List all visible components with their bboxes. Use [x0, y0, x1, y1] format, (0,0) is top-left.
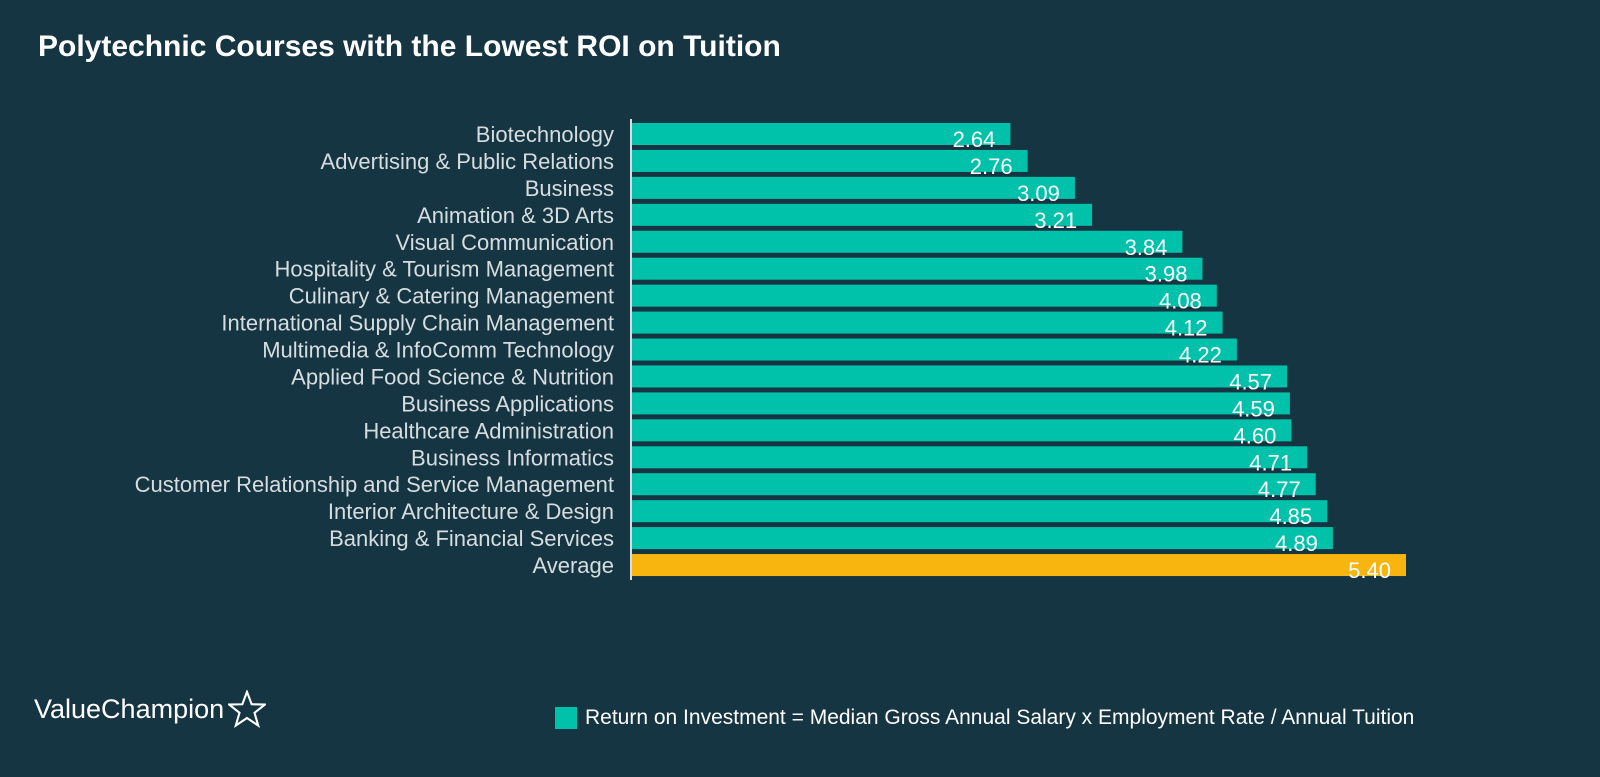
brand-logo-text: ValueChampion [34, 693, 225, 724]
bar [632, 311, 1223, 334]
category-label: Biotechnology [476, 122, 614, 147]
bar [632, 500, 1328, 523]
value-label: 3.21 [1034, 208, 1077, 233]
value-label: 4.59 [1232, 396, 1275, 421]
category-label: Interior Architecture & Design [328, 499, 614, 524]
value-label: 4.22 [1179, 343, 1222, 368]
category-label: Healthcare Administration [363, 418, 614, 443]
bar [632, 149, 1028, 172]
value-label: 2.76 [970, 154, 1013, 179]
category-label: Animation & 3D Arts [417, 203, 614, 228]
bar [632, 473, 1316, 496]
chart-legend: Return on Investment = Median Gross Annu… [555, 706, 1414, 730]
category-label: Advertising & Public Relations [321, 149, 614, 174]
value-label: 4.85 [1269, 504, 1312, 529]
category-label: Business [525, 176, 614, 201]
bar [632, 419, 1292, 442]
value-label: 2.64 [953, 127, 996, 152]
category-label: Applied Food Science & Nutrition [291, 364, 614, 389]
category-label: Business Applications [401, 391, 614, 416]
bar [632, 446, 1308, 469]
category-label: Business Informatics [411, 445, 614, 470]
bar [632, 527, 1333, 550]
category-label: Banking & Financial Services [329, 526, 614, 551]
bar [632, 338, 1237, 361]
bar [632, 230, 1183, 253]
bar [632, 203, 1093, 226]
bar [632, 176, 1075, 199]
value-label: 4.08 [1159, 289, 1202, 314]
value-label: 4.12 [1165, 316, 1208, 341]
value-label: 3.98 [1145, 262, 1188, 287]
category-label: Hospitality & Tourism Management [274, 257, 614, 282]
value-label: 3.84 [1125, 235, 1168, 260]
value-label: 4.71 [1249, 450, 1292, 475]
category-label: International Supply Chain Management [221, 311, 614, 336]
category-label: Multimedia & InfoComm Technology [262, 338, 614, 363]
chart-title: Polytechnic Courses with the Lowest ROI … [38, 30, 781, 63]
brand-logo: ValueChampion [34, 690, 267, 728]
value-label: 4.57 [1229, 369, 1272, 394]
bar [632, 257, 1203, 280]
bar [632, 365, 1288, 388]
value-label: 3.09 [1017, 181, 1060, 206]
category-label: Average [532, 553, 614, 578]
value-label: 4.60 [1234, 423, 1277, 448]
legend-text: Return on Investment = Median Gross Annu… [585, 706, 1415, 729]
legend-swatch [555, 707, 577, 729]
star-outline-icon [228, 690, 267, 728]
value-label: 5.40 [1348, 558, 1391, 583]
bar [632, 284, 1217, 307]
bar [632, 123, 1011, 145]
category-label: Visual Communication [396, 230, 614, 255]
value-label: 4.77 [1258, 477, 1301, 502]
category-label: Customer Relationship and Service Manage… [135, 472, 614, 497]
value-label: 4.89 [1275, 531, 1318, 556]
bar [632, 392, 1290, 415]
category-label: Culinary & Catering Management [289, 284, 614, 309]
bar [632, 554, 1406, 577]
